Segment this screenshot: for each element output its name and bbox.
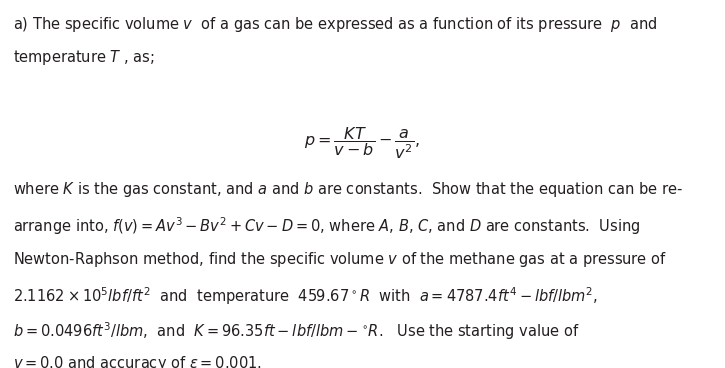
Text: a) The specific volume $v$  of a gas can be expressed as a function of its press: a) The specific volume $v$ of a gas can …	[13, 15, 658, 34]
Text: $2.1162\times10^5 lbf / ft^2$  and  temperature  $459.67^\circ R$  with  $a = 47: $2.1162\times10^5 lbf / ft^2$ and temper…	[13, 285, 598, 307]
Text: $p = \dfrac{KT}{v-b} - \dfrac{a}{v^2},$: $p = \dfrac{KT}{v-b} - \dfrac{a}{v^2},$	[304, 125, 420, 161]
Text: temperature $T$ , as;: temperature $T$ , as;	[13, 48, 154, 67]
Text: arrange into, $f(v) = Av^3 - Bv^2 + Cv - D = 0$, where $A$, $B$, $C$, and $D$ ar: arrange into, $f(v) = Av^3 - Bv^2 + Cv -…	[13, 215, 640, 237]
Text: Newton-Raphson method, find the specific volume $v$ of the methane gas at a pres: Newton-Raphson method, find the specific…	[13, 250, 667, 269]
Text: $v = 0.0$ and accuracy of $\varepsilon = 0.001$.: $v = 0.0$ and accuracy of $\varepsilon =…	[13, 354, 262, 368]
Text: $b = 0.0496 ft^3 / lbm$,  and  $K = 96.35 ft - lbf / lbm -^{\circ} R$.   Use the: $b = 0.0496 ft^3 / lbm$, and $K = 96.35 …	[13, 320, 580, 342]
Text: where $K$ is the gas constant, and $a$ and $b$ are constants.  Show that the equ: where $K$ is the gas constant, and $a$ a…	[13, 180, 683, 199]
